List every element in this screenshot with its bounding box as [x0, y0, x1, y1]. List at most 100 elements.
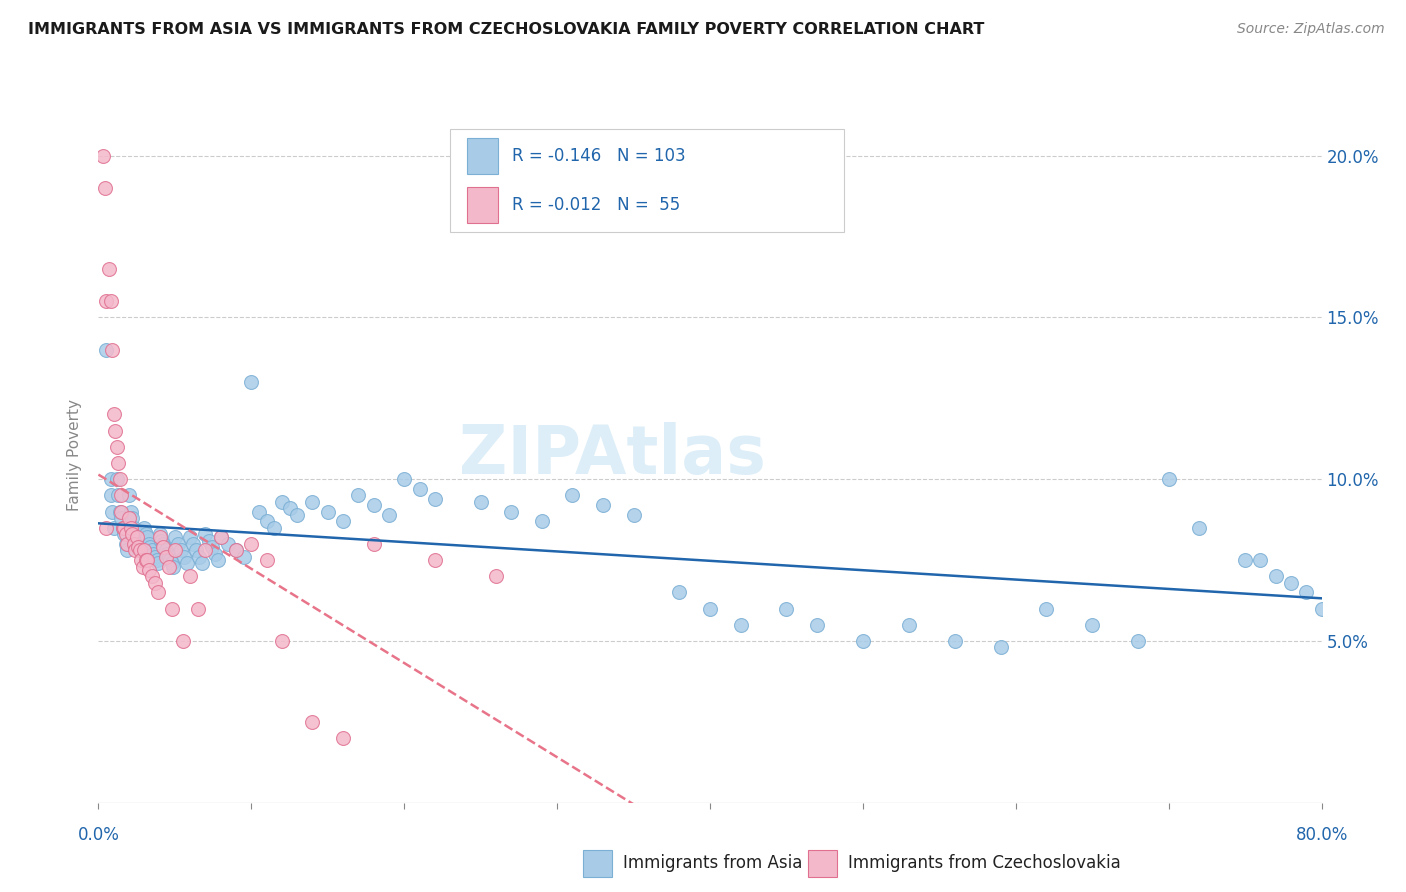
- Point: [232, 549, 254, 564]
- Point: [160, 601, 183, 615]
- Point: [149, 527, 172, 541]
- Point: [115, 527, 138, 541]
- Point: [316, 504, 339, 518]
- Point: [699, 601, 721, 615]
- Text: 80.0%: 80.0%: [1295, 826, 1348, 844]
- Point: [200, 540, 222, 554]
- Point: [162, 559, 184, 574]
- Point: [775, 601, 797, 615]
- Point: [100, 472, 122, 486]
- Point: [668, 585, 690, 599]
- Point: [1081, 617, 1104, 632]
- Point: [285, 508, 308, 522]
- Point: [179, 569, 201, 583]
- Point: [217, 537, 239, 551]
- Point: [1264, 569, 1286, 583]
- Point: [155, 549, 177, 564]
- Point: [115, 537, 138, 551]
- Point: [301, 495, 323, 509]
- Point: [187, 601, 209, 615]
- Point: [470, 495, 492, 509]
- Point: [128, 543, 150, 558]
- Point: [103, 521, 125, 535]
- Point: [94, 343, 117, 357]
- Point: [176, 557, 198, 571]
- Point: [100, 488, 122, 502]
- Point: [155, 543, 177, 558]
- Point: [118, 511, 141, 525]
- Point: [256, 514, 278, 528]
- Point: [256, 553, 278, 567]
- Point: [188, 549, 211, 564]
- Point: [1128, 634, 1150, 648]
- Point: [1279, 575, 1302, 590]
- Point: [110, 488, 132, 502]
- Point: [806, 617, 828, 632]
- Point: [172, 634, 194, 648]
- Point: [117, 537, 139, 551]
- Point: [135, 553, 157, 567]
- Point: [150, 533, 173, 548]
- Point: [167, 537, 190, 551]
- Point: [146, 585, 169, 599]
- Point: [1310, 601, 1333, 615]
- Point: [990, 640, 1012, 655]
- Point: [112, 521, 135, 535]
- Point: [1295, 585, 1317, 599]
- Point: [127, 537, 149, 551]
- Point: [194, 527, 217, 541]
- Point: [152, 537, 174, 551]
- Point: [120, 504, 142, 518]
- Point: [103, 408, 125, 422]
- Point: [135, 527, 157, 541]
- Point: [136, 531, 159, 545]
- Point: [179, 531, 201, 545]
- Y-axis label: Family Poverty: Family Poverty: [67, 399, 83, 511]
- Point: [363, 498, 385, 512]
- Point: [101, 343, 124, 357]
- Point: [194, 543, 217, 558]
- Point: [152, 540, 174, 554]
- Text: R = -0.012   N =  55: R = -0.012 N = 55: [512, 196, 681, 214]
- Point: [240, 375, 263, 389]
- Text: IMMIGRANTS FROM ASIA VS IMMIGRANTS FROM CZECHOSLOVAKIA FAMILY POVERTY CORRELATIO: IMMIGRANTS FROM ASIA VS IMMIGRANTS FROM …: [28, 22, 984, 37]
- Point: [392, 472, 416, 486]
- Text: Immigrants from Czechoslovakia: Immigrants from Czechoslovakia: [848, 855, 1121, 872]
- Point: [423, 491, 446, 506]
- Text: R = -0.146   N = 103: R = -0.146 N = 103: [512, 147, 685, 165]
- Point: [128, 543, 150, 558]
- Point: [121, 527, 143, 541]
- Point: [408, 482, 430, 496]
- Point: [423, 553, 446, 567]
- Point: [363, 537, 385, 551]
- Point: [134, 521, 156, 535]
- Point: [94, 294, 117, 309]
- Point: [112, 527, 135, 541]
- Point: [107, 488, 129, 502]
- Point: [122, 521, 145, 535]
- Point: [163, 531, 186, 545]
- Point: [153, 540, 176, 554]
- Point: [127, 540, 149, 554]
- Point: [141, 543, 163, 558]
- Point: [378, 508, 401, 522]
- Point: [1234, 553, 1257, 567]
- Point: [143, 549, 166, 564]
- Point: [146, 557, 169, 571]
- Point: [105, 440, 128, 454]
- Point: [278, 501, 301, 516]
- Text: ZIPAtlas: ZIPAtlas: [458, 422, 766, 488]
- Point: [943, 634, 966, 648]
- Point: [94, 521, 117, 535]
- Point: [209, 531, 232, 545]
- Point: [120, 521, 142, 535]
- Text: 0.0%: 0.0%: [77, 826, 120, 844]
- Point: [530, 514, 553, 528]
- Point: [129, 553, 152, 567]
- Point: [1035, 601, 1057, 615]
- Point: [204, 547, 226, 561]
- Point: [852, 634, 875, 648]
- Text: Immigrants from Asia: Immigrants from Asia: [623, 855, 803, 872]
- Point: [145, 553, 167, 567]
- Point: [225, 543, 247, 558]
